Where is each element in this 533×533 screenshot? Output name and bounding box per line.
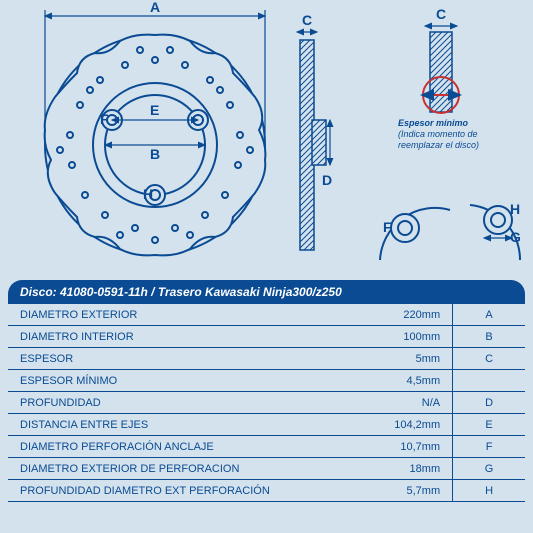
caption-sub: (Indica momento de reemplazar el disco): [398, 129, 479, 150]
label-C-detail: C: [436, 6, 446, 22]
spec-letter: D: [453, 392, 525, 414]
label-D: D: [322, 172, 332, 188]
spec-letter: G: [453, 458, 525, 480]
thickness-caption: Espesor mínimo (Indica momento de reempl…: [398, 118, 518, 150]
spec-value: 220mm: [329, 304, 453, 326]
label-C-side: C: [302, 12, 312, 28]
spec-letter: B: [453, 326, 525, 348]
table-row: DIAMETRO EXTERIOR DE PERFORACION18mmG: [8, 458, 525, 480]
spec-value: 104,2mm: [329, 414, 453, 436]
label-G: G: [510, 229, 521, 245]
spec-value: N/A: [329, 392, 453, 414]
spec-label: DIAMETRO PERFORACIÓN ANCLAJE: [8, 436, 329, 458]
spec-label: PROFUNDIDAD: [8, 392, 329, 414]
table-row: ESPESOR MÍNIMO4,5mm: [8, 370, 525, 392]
table-header: Disco: 41080-0591-11h / Trasero Kawasaki…: [8, 280, 525, 304]
spec-letter: C: [453, 348, 525, 370]
spec-label: DIAMETRO EXTERIOR DE PERFORACION: [8, 458, 329, 480]
spec-table: DIAMETRO EXTERIOR220mmADIAMETRO INTERIOR…: [8, 304, 525, 502]
diagram-area: F H E B A C D C: [0, 0, 533, 278]
label-F-detail: F: [383, 219, 392, 235]
spec-letter: F: [453, 436, 525, 458]
label-H-detail: H: [510, 201, 520, 217]
spec-letter: E: [453, 414, 525, 436]
spec-value: 18mm: [329, 458, 453, 480]
label-F-disc: F: [100, 111, 109, 127]
spec-value: 10,7mm: [329, 436, 453, 458]
label-H-disc: H: [143, 186, 153, 202]
table-row: DIAMETRO PERFORACIÓN ANCLAJE10,7mmF: [8, 436, 525, 458]
spec-label: PROFUNDIDAD DIAMETRO EXT PERFORACIÓN: [8, 480, 329, 502]
spec-value: 4,5mm: [329, 370, 453, 392]
table-row: DISTANCIA ENTRE EJES104,2mmE: [8, 414, 525, 436]
spec-value: 5mm: [329, 348, 453, 370]
spec-letter: A: [453, 304, 525, 326]
table-row: DIAMETRO EXTERIOR220mmA: [8, 304, 525, 326]
spec-value: 5,7mm: [329, 480, 453, 502]
spec-label: DIAMETRO INTERIOR: [8, 326, 329, 348]
spec-table-area: Disco: 41080-0591-11h / Trasero Kawasaki…: [8, 280, 525, 502]
spec-label: DISTANCIA ENTRE EJES: [8, 414, 329, 436]
table-row: PROFUNDIDADN/AD: [8, 392, 525, 414]
spec-label: ESPESOR MÍNIMO: [8, 370, 329, 392]
table-row: DIAMETRO INTERIOR100mmB: [8, 326, 525, 348]
spec-letter: H: [453, 480, 525, 502]
spec-label: ESPESOR: [8, 348, 329, 370]
caption-title: Espesor mínimo: [398, 118, 468, 128]
table-row: ESPESOR5mmC: [8, 348, 525, 370]
spec-letter: [453, 370, 525, 392]
label-A: A: [150, 0, 160, 15]
label-E: E: [150, 102, 159, 118]
spec-value: 100mm: [329, 326, 453, 348]
label-B: B: [150, 146, 160, 162]
spec-label: DIAMETRO EXTERIOR: [8, 304, 329, 326]
table-row: PROFUNDIDAD DIAMETRO EXT PERFORACIÓN5,7m…: [8, 480, 525, 502]
